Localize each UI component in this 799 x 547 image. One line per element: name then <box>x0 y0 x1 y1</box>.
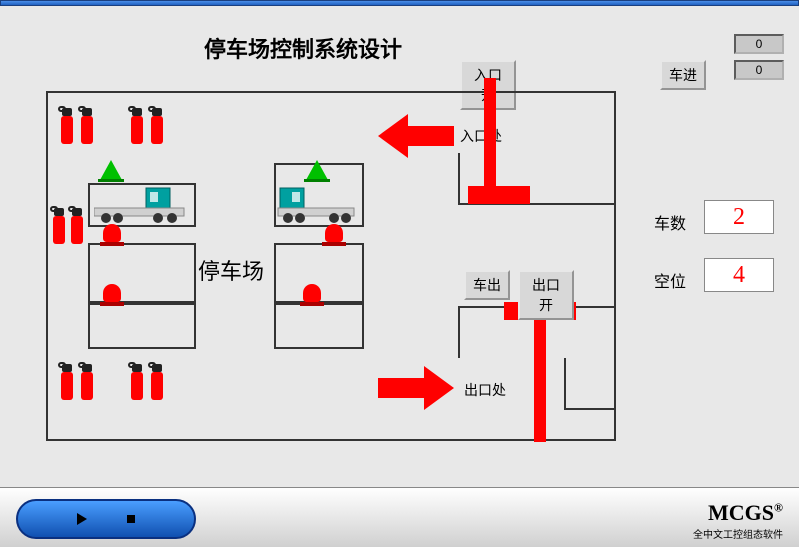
stop-icon <box>127 515 135 523</box>
main-canvas: 停车场控制系统设计 入口开 车进 0 0 <box>4 6 795 487</box>
fire-extinguisher-icon <box>130 362 144 400</box>
exit-label: 出口处 <box>464 380 506 400</box>
truck-icon <box>276 184 356 224</box>
fire-extinguisher-icon <box>80 106 94 144</box>
play-icon <box>77 513 87 525</box>
entry-barrier-pole <box>484 78 496 188</box>
exit-open-button[interactable]: 出口开 <box>518 270 574 320</box>
logo-title: MCGS <box>708 500 774 525</box>
fire-extinguisher-icon <box>80 362 94 400</box>
logo-subtitle: 全中文工控组态软件 <box>693 526 783 541</box>
parking-slot <box>88 303 196 349</box>
red-cone-icon <box>100 224 124 246</box>
red-cone-icon <box>100 284 124 306</box>
red-cone-icon <box>322 224 346 246</box>
mcgs-logo: MCGS® 全中文工控组态软件 <box>693 500 783 541</box>
car-out-button[interactable]: 车出 <box>464 270 510 300</box>
fire-extinguisher-icon <box>150 106 164 144</box>
exit-box <box>564 358 616 410</box>
car-count-label: 车数 <box>654 210 686 234</box>
fire-extinguisher-icon <box>60 106 74 144</box>
playback-control[interactable] <box>16 499 196 539</box>
fire-extinguisher-icon <box>70 206 84 244</box>
fire-extinguisher-icon <box>52 206 66 244</box>
vacancy-value: 4 <box>704 258 774 292</box>
green-cone-icon <box>100 158 122 182</box>
parking-label: 停车场 <box>198 254 264 286</box>
exit-arrow-icon <box>378 366 454 410</box>
page-title: 停车场控制系统设计 <box>204 32 402 64</box>
fire-extinguisher-icon <box>150 362 164 400</box>
counter-top: 0 <box>734 34 784 54</box>
vacancy-label: 空位 <box>654 268 686 292</box>
counter-bottom: 0 <box>734 60 784 80</box>
entry-barrier-arm <box>468 186 530 204</box>
car-in-button[interactable]: 车进 <box>660 60 706 90</box>
parking-slot <box>274 303 364 349</box>
fire-extinguisher-icon <box>60 362 74 400</box>
fire-extinguisher-icon <box>130 106 144 144</box>
truck-icon <box>94 184 184 224</box>
logo-reg: ® <box>774 501 783 515</box>
entry-arrow-icon <box>378 114 454 158</box>
bottom-toolbar: MCGS® 全中文工控组态软件 <box>0 487 799 547</box>
car-count-value: 2 <box>704 200 774 234</box>
exit-barrier-pole <box>534 302 546 442</box>
red-cone-icon <box>300 284 324 306</box>
green-cone-icon <box>306 158 328 182</box>
